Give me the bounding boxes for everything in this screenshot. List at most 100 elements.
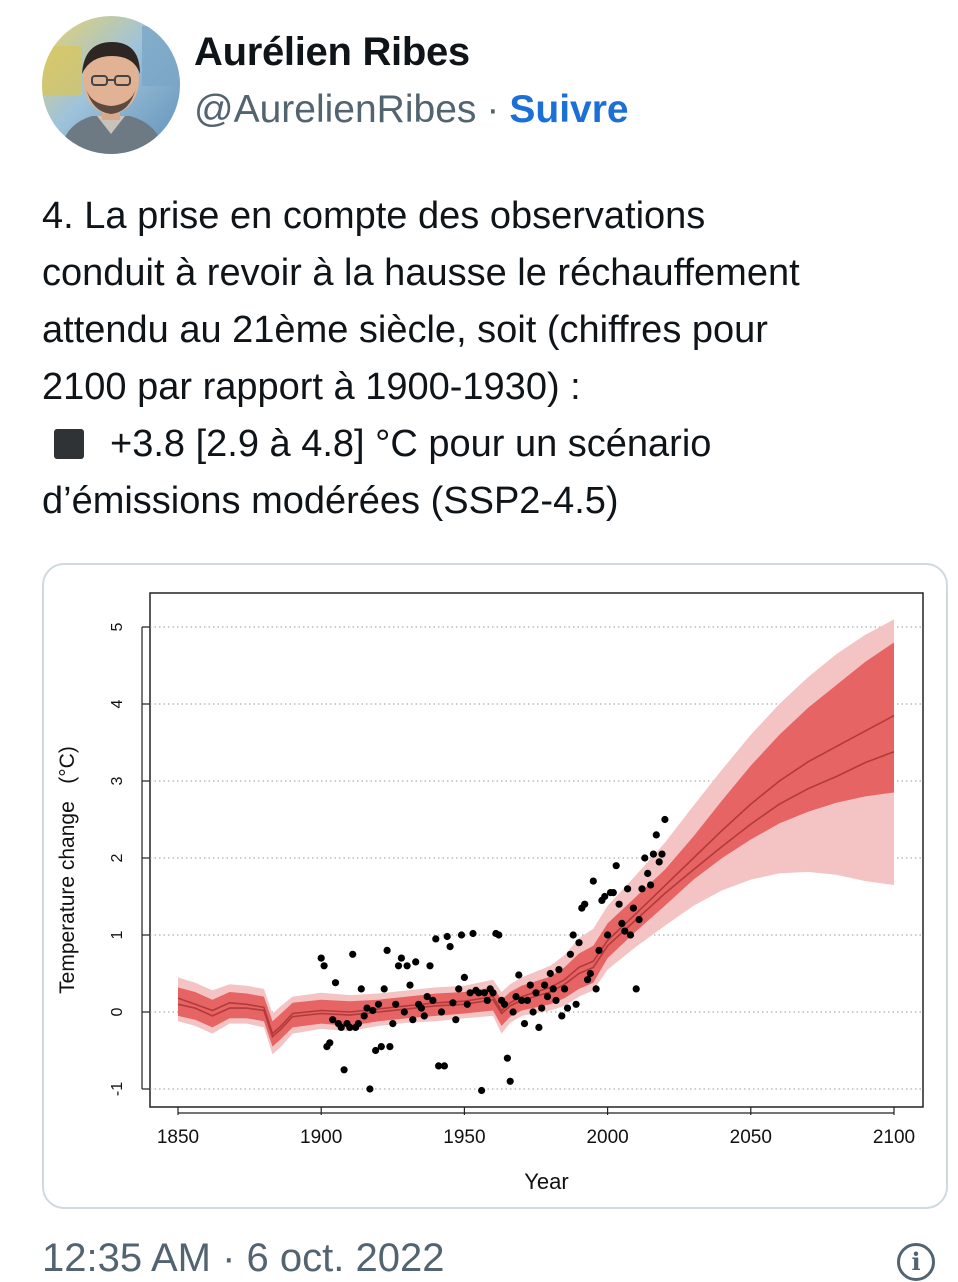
observation-point [541, 981, 549, 989]
observation-point [437, 1008, 446, 1016]
observation-point [595, 946, 603, 954]
observation-point [586, 969, 595, 978]
central-line [177, 750, 895, 1039]
observation-point [475, 989, 483, 997]
media-card[interactable]: 1850 1900 1950 2000 2050 2100 Year -1 0 1 2 3 4 5 Temp… [42, 563, 948, 1209]
observation-point [460, 973, 468, 981]
info-icon[interactable]: i [897, 1243, 935, 1281]
observation-point [563, 1004, 572, 1012]
observation-point [629, 904, 638, 912]
observation-point [360, 1012, 368, 1020]
observation-point [658, 850, 666, 858]
observation-point [644, 869, 652, 877]
follow-button[interactable]: Suivre [509, 88, 629, 131]
observation-point [649, 850, 658, 858]
black-square-icon [54, 429, 84, 459]
observation-point [635, 916, 643, 924]
x-tick-label: 2000 [586, 1127, 628, 1148]
observation-point [529, 1008, 537, 1016]
observation-point [331, 979, 340, 987]
handle-row: @AurelienRibes · Suivre [194, 88, 629, 132]
observation-point [538, 1004, 546, 1012]
observation-point [394, 962, 403, 970]
observation-point [609, 889, 617, 897]
observation-point [469, 929, 477, 938]
observation-point [369, 1006, 377, 1015]
observation-point [652, 831, 660, 839]
observation-point [523, 996, 531, 1004]
observation-point [426, 962, 434, 970]
observation-point [566, 950, 575, 958]
author-handle[interactable]: @AurelienRibes [194, 88, 477, 131]
observation-point [317, 954, 325, 962]
observation-point [632, 985, 640, 993]
observation-point [518, 996, 526, 1004]
observation-point [549, 985, 557, 993]
x-tick-label: 2100 [873, 1127, 915, 1148]
observation-point [641, 854, 649, 862]
observation-point [558, 1012, 566, 1020]
observation-point [429, 996, 437, 1004]
tweet-line: conduit à revoir à la hausse le réchauff… [42, 252, 800, 294]
observation-point [409, 1016, 417, 1024]
observation-point [509, 1008, 517, 1016]
observation-point [638, 885, 646, 893]
observation-point [543, 993, 552, 1001]
observation-point [440, 1062, 448, 1070]
observation-point [495, 931, 503, 939]
observation-point [546, 969, 554, 978]
observation-point [584, 976, 592, 984]
observation-point [466, 989, 474, 997]
tweet-line: +3.8 [2.9 à 4.8] °C pour un scénario [110, 423, 712, 465]
observation-point [572, 1000, 580, 1008]
observation-point [446, 943, 454, 951]
avatar[interactable] [42, 16, 180, 154]
observation-point [357, 985, 365, 993]
observation-point [535, 1023, 543, 1031]
tweet-line: 2100 par rapport à 1900-1930) : [42, 366, 581, 408]
y-tick-label: 0 [109, 1007, 126, 1016]
observation-point [329, 1016, 337, 1024]
observation-point [592, 985, 600, 993]
observation-point [615, 900, 623, 908]
observation-point [552, 996, 560, 1004]
observation-point [326, 1039, 334, 1047]
observation-point [463, 1000, 471, 1008]
observation-point [457, 931, 466, 939]
observation-point [624, 885, 632, 893]
observation-point [412, 958, 420, 966]
x-tick-label: 1950 [443, 1127, 485, 1148]
observation-point [346, 1023, 354, 1031]
observation-point [483, 996, 491, 1004]
observation-point [386, 1043, 394, 1051]
tweet-bullet-line: +3.8 [2.9 à 4.8] °C pour un scénario [42, 416, 952, 473]
observation-point [500, 1000, 509, 1008]
tweet-line: attendu au 21ème siècle, soit (chiffres … [42, 309, 768, 351]
observation-point [392, 1000, 400, 1008]
y-tick-label: 3 [109, 776, 126, 785]
observation-point [420, 1012, 428, 1020]
observation-point [506, 1077, 514, 1085]
y-tick-label: -1 [109, 1082, 126, 1096]
plot-frame [149, 592, 924, 1108]
separator-dot: · [486, 88, 500, 131]
observation-point [389, 1020, 397, 1028]
observation-point [363, 1004, 371, 1012]
observation-point [406, 981, 414, 989]
observation-point [374, 1000, 383, 1008]
observation-point [372, 1046, 380, 1055]
observation-point [581, 900, 589, 908]
temperature-chart: 1850 1900 1950 2000 2050 2100 Year -1 0 1 2 3 4 5 Temp… [56, 592, 924, 1194]
observation-point [575, 939, 583, 947]
observation-point [589, 877, 597, 885]
observation-point [526, 981, 534, 989]
timestamp[interactable]: 12:35 AM · 6 oct. 2022 [42, 1236, 445, 1280]
author-name[interactable]: Aurélien Ribes [194, 30, 470, 74]
observation-point [612, 862, 620, 870]
observation-point [515, 971, 523, 979]
avatar-photo [42, 16, 180, 154]
observation-point [618, 919, 626, 927]
x-tick-label: 2050 [730, 1127, 772, 1148]
observation-point [432, 935, 440, 943]
tweet-line: d’émissions modérées (SSP2-4.5) [42, 480, 619, 522]
